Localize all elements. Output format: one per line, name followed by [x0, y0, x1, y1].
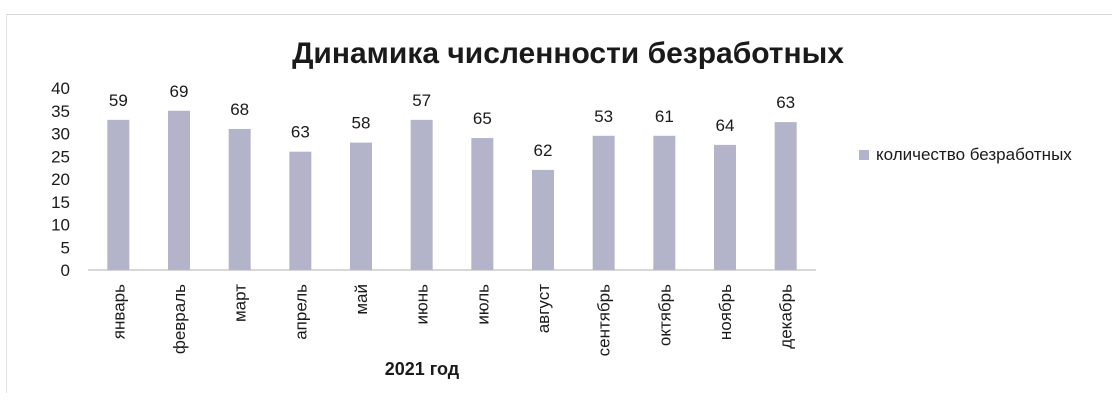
bar-9	[592, 135, 615, 270]
bar-4	[289, 151, 312, 270]
data-label: 65	[473, 109, 492, 128]
x-tick-label: октябрь	[655, 284, 674, 346]
bar-7	[471, 138, 494, 270]
y-tick-label: 15	[51, 193, 70, 212]
x-tick-label: март	[231, 284, 250, 322]
data-label: 62	[534, 141, 553, 160]
x-tick-label: январь	[109, 284, 128, 339]
data-label: 63	[291, 123, 310, 142]
chart-title: Динамика численности безработных	[292, 37, 844, 70]
x-tick-label: июнь	[413, 284, 432, 325]
y-tick-label: 10	[51, 216, 70, 235]
y-tick-label: 40	[51, 79, 70, 98]
y-tick-label: 20	[51, 170, 70, 189]
legend-swatch	[859, 150, 869, 160]
x-tick-label: сентябрь	[595, 284, 614, 357]
y-tick-label: 25	[51, 147, 70, 166]
x-tick-label: июль	[473, 284, 492, 325]
bar-6	[410, 119, 433, 270]
y-tick-label: 5	[61, 238, 70, 257]
bar-2	[168, 110, 190, 270]
legend-label: количество безработных	[876, 145, 1072, 164]
x-tick-label: декабрь	[777, 284, 796, 349]
data-label: 69	[170, 82, 189, 101]
x-tick-label: ноябрь	[716, 284, 735, 340]
bar-10	[653, 135, 676, 270]
data-label: 68	[230, 100, 249, 119]
data-labels: 59 69 68 63 58 57 65 62 53 61 64 63	[109, 82, 795, 160]
data-label: 53	[594, 107, 613, 126]
x-tick-label: май	[352, 284, 371, 315]
bars	[107, 110, 797, 270]
x-axis-categories: январь февраль март апрель май июнь июль август…	[109, 284, 795, 357]
x-axis-title: 2021 год	[385, 359, 460, 379]
data-label: 63	[776, 93, 795, 112]
y-tick-label: 30	[51, 125, 70, 144]
bar-12	[774, 122, 797, 270]
chart-frame	[6, 14, 1112, 393]
y-tick-label: 0	[61, 261, 70, 280]
legend: количество безработных	[859, 145, 1072, 164]
data-label: 61	[655, 107, 674, 126]
bar-5	[350, 142, 372, 270]
bar-8	[532, 169, 554, 270]
bar-11	[714, 144, 736, 270]
data-label: 64	[716, 116, 735, 135]
bar-3	[228, 128, 251, 270]
y-axis: 0 5 10 15 20 25 30 35 40	[51, 79, 70, 280]
data-label: 58	[352, 114, 371, 133]
data-label: 59	[109, 91, 128, 110]
data-label: 57	[412, 91, 431, 110]
y-tick-label: 35	[51, 102, 70, 121]
x-tick-label: февраль	[170, 284, 189, 354]
x-tick-label: август	[534, 284, 553, 333]
bar-1	[107, 119, 130, 270]
x-tick-label: апрель	[291, 284, 310, 340]
